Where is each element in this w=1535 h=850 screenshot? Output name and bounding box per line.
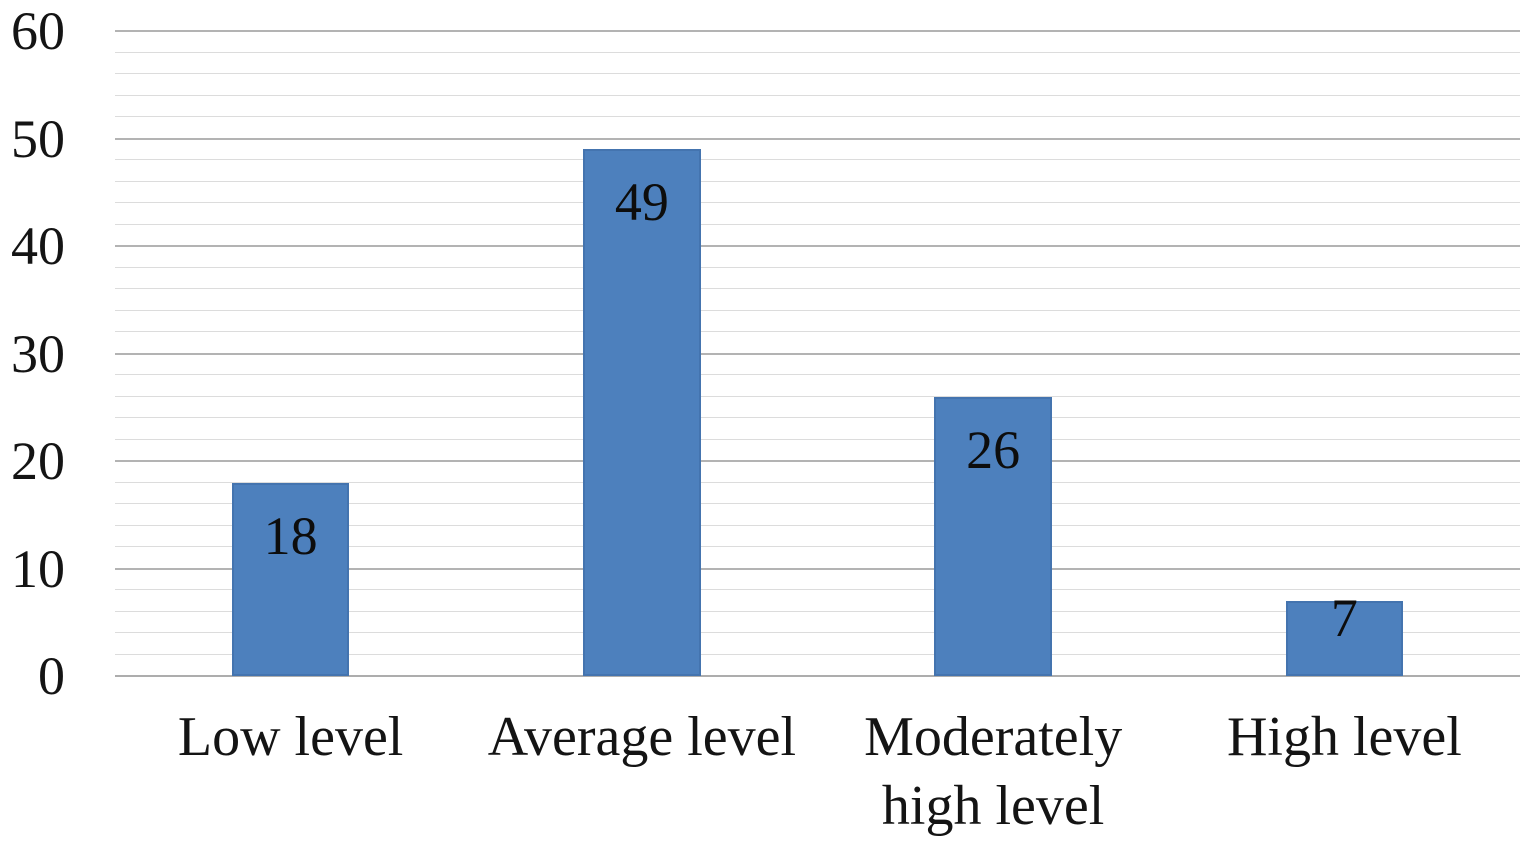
y-tick-label-40: 40 [11,216,65,276]
x-category-label-high-level: High level [1226,706,1462,768]
minor-gridline-8 [115,589,1520,590]
bar-series: 18 49 26 7 [115,31,1520,676]
minor-gridline-56 [115,73,1520,74]
minor-gridline-42 [115,223,1520,225]
y-tick-label-0: 0 [38,646,65,706]
bar-value-label-moderately-high-level: 26 [966,419,1021,480]
minor-gridline-22 [115,438,1520,440]
bar-average-level: 49 [583,149,701,676]
major-gridline-10 [115,567,1520,570]
x-category-label-moderately-high-level: Moderately high level [864,706,1123,837]
minor-gridline-12 [115,546,1520,547]
minor-gridline-46 [115,180,1520,182]
minor-gridline-48 [115,159,1520,160]
bar-value-label-average-level: 49 [614,172,669,233]
x-axis-baseline [115,675,1520,677]
bar-value-label-high-level: 7 [1330,587,1358,648]
minor-gridline-32 [115,331,1520,332]
bar-slot-moderately-high-level: 26 [818,31,1169,676]
minor-gridline-38 [115,266,1520,268]
y-tick-label-50: 50 [11,108,65,169]
minor-gridline-2 [115,653,1520,655]
y-tick-label-20: 20 [11,431,65,491]
y-axis: 0 10 20 30 40 50 60 [0,0,65,850]
major-gridline-30 [115,352,1520,355]
minor-gridline-34 [115,309,1520,311]
minor-gridline-24 [115,417,1520,418]
minor-gridline-16 [115,503,1520,504]
minor-gridline-6 [115,610,1520,612]
minor-gridline-14 [115,524,1520,526]
bar-slot-average-level: 49 [466,31,817,676]
minor-gridline-18 [115,481,1520,483]
x-category-label-low-level: Low level [177,706,404,768]
bar-slot-high-level: 7 [1169,31,1520,676]
major-gridline-60 [115,30,1520,32]
y-tick-label-60: 60 [11,1,65,61]
y-tick-label-10: 10 [11,538,65,599]
plot-area: 18 49 26 7 [115,30,1520,677]
major-gridline-40 [115,245,1520,247]
minor-gridline-52 [115,116,1520,117]
minor-gridline-58 [115,51,1520,53]
minor-gridline-4 [115,632,1520,633]
bar-value-label-low-level: 18 [263,505,318,566]
x-axis: Low level Average level Moderately high le… [115,703,1520,841]
bar-high-level: 7 [1285,591,1404,676]
major-gridline-20 [115,460,1520,462]
minor-gridline-28 [115,374,1520,375]
x-category-label-average-level: Average level [487,706,797,768]
minor-gridline-44 [115,202,1520,203]
bar-moderately-high-level: 26 [934,396,1052,676]
minor-gridline-36 [115,288,1520,289]
bar-low-level: 18 [231,482,350,676]
major-gridline-50 [115,137,1520,140]
bar-slot-low-level: 18 [115,31,466,676]
y-tick-label-30: 30 [11,323,65,384]
minor-gridline-26 [115,395,1520,397]
minor-gridline-54 [115,94,1520,96]
